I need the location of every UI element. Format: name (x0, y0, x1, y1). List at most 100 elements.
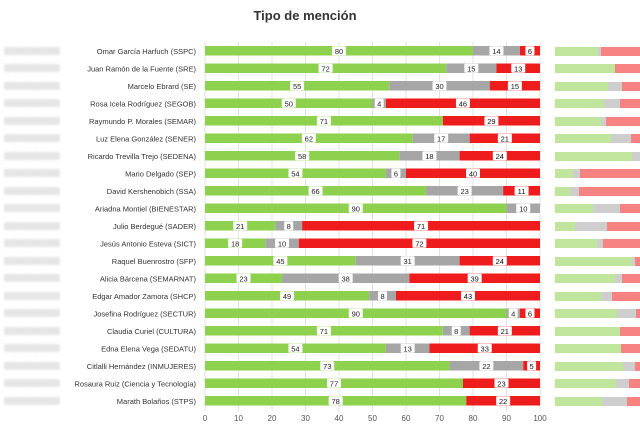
ghost-bar (555, 46, 598, 56)
ghost-bar (570, 186, 579, 196)
ghost-bar (634, 256, 640, 266)
data-label-bg (308, 186, 323, 196)
ghost-bar (628, 379, 640, 389)
data-label-bg (275, 238, 290, 248)
data-label-bg (497, 326, 512, 336)
category-label: Marath Bolaños (STPS) (117, 397, 197, 406)
data-label-bg (348, 203, 363, 213)
data-label-bg (460, 291, 475, 301)
data-label-bg (290, 81, 305, 91)
data-label-bg (332, 46, 346, 56)
data-label: 21 (236, 222, 244, 231)
data-label-bg (494, 378, 509, 388)
data-label: 49 (283, 292, 291, 301)
ghost-bar (611, 291, 640, 301)
ghost-bar (555, 344, 622, 354)
category-label: Mario Delgado (SEP) (125, 169, 196, 178)
data-label-bg (412, 238, 427, 248)
category-label: Alicia Bárcena (SEMARNAT) (100, 274, 197, 283)
ghost-bar (555, 274, 616, 284)
category-label: Juan Ramón de la Fuente (SRE) (87, 64, 196, 73)
ghost-label (4, 326, 60, 335)
ghost-label (4, 344, 60, 353)
data-label: 6 (394, 169, 398, 178)
ghost-bar (555, 239, 597, 249)
ghost-bar (555, 396, 602, 406)
data-label: 8 (380, 292, 384, 301)
data-label: 71 (320, 327, 328, 336)
ghost-bar (555, 64, 616, 74)
data-label: 13 (514, 64, 522, 73)
ghost-label (4, 379, 60, 388)
data-label: 6 (528, 47, 532, 56)
x-tick-label-80: 80 (469, 414, 478, 423)
data-label: 72 (321, 64, 329, 73)
data-label: 15 (511, 82, 519, 91)
data-label: 21 (501, 327, 509, 336)
x-tick-label-0: 0 (203, 414, 208, 423)
data-label: 14 (492, 47, 500, 56)
data-label: 24 (496, 257, 504, 266)
data-label-bg (316, 116, 331, 126)
ghost-bar (630, 134, 640, 144)
data-label: 6 (528, 309, 532, 318)
data-label: 23 (239, 274, 247, 283)
data-label-bg (525, 308, 535, 318)
category-label: Citlalli Hernández (INMUJERES) (87, 362, 197, 371)
ghost-bar (627, 396, 640, 406)
category-label: David Kershenobich (SSA) (107, 187, 197, 196)
data-label: 71 (417, 222, 425, 231)
data-label-bg (284, 221, 294, 231)
x-tick-label-60: 60 (402, 414, 411, 423)
ghost-label (4, 134, 60, 143)
x-tick-label-20: 20 (268, 414, 277, 423)
data-label-bg (479, 361, 494, 371)
category-label: Josefina Rodríguez (SECTUR) (93, 309, 196, 318)
ghost-label (4, 256, 60, 265)
category-label: Claudia Curiel (CULTURA) (107, 327, 197, 336)
ghost-bar (619, 99, 640, 109)
data-label: 40 (469, 169, 477, 178)
data-label-bg (508, 308, 518, 318)
data-label: 5 (530, 362, 534, 371)
data-label-bg (228, 238, 243, 248)
x-tick-label-50: 50 (368, 414, 377, 423)
data-label-bg (496, 396, 511, 406)
ghost-bar (579, 169, 640, 179)
ghost-bar (611, 134, 631, 144)
data-label: 54 (291, 344, 299, 353)
data-label: 58 (298, 152, 306, 161)
ghost-label (4, 274, 60, 283)
data-label: 18 (231, 239, 239, 248)
data-label-bg (507, 81, 522, 91)
data-label: 10 (519, 204, 527, 213)
data-label-bg (492, 256, 507, 266)
ghost-bar (615, 274, 623, 284)
ghost-bar (620, 326, 640, 336)
ghost-bar (631, 151, 640, 161)
data-label-bg (477, 343, 492, 353)
ghost-bar (631, 256, 635, 266)
ghost-label (4, 221, 60, 230)
ghost-bar (596, 239, 604, 249)
ghost-bar (606, 221, 640, 231)
category-label: Luz Elena González (SENER) (96, 134, 197, 143)
data-label-bg (378, 291, 388, 301)
x-tick-label-100: 100 (533, 414, 547, 423)
data-label: 24 (496, 152, 504, 161)
data-label: 8 (454, 327, 458, 336)
category-label: Jesús Antonio Esteva (SICT) (100, 239, 196, 248)
ghost-label (4, 116, 60, 125)
category-label: Raymundo P. Morales (SEMAR) (89, 117, 196, 126)
ghost-bar (600, 291, 612, 301)
ghost-bar (555, 99, 605, 109)
data-label-bg (328, 396, 343, 406)
data-label: 8 (287, 222, 291, 231)
ghost-bar (604, 99, 620, 109)
data-label-bg (455, 98, 470, 108)
ghost-label (4, 291, 60, 300)
ghost-bar (555, 116, 601, 126)
data-label: 15 (467, 64, 475, 73)
data-label: 4 (511, 309, 515, 318)
